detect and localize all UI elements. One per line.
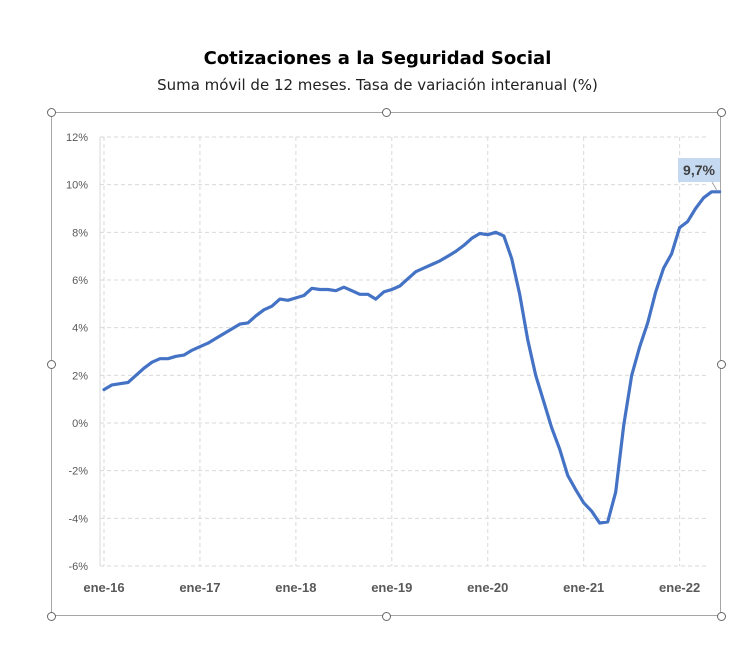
resize-handle-bottom-right[interactable]	[717, 612, 726, 621]
x-tick-label: ene-22	[659, 580, 700, 595]
resize-handle-bottom-center[interactable]	[382, 612, 391, 621]
annotation-label: 9,7%	[683, 162, 715, 178]
x-tick-label: ene-19	[371, 580, 412, 595]
y-tick-label: 2%	[72, 370, 88, 382]
y-tick-label: 6%	[72, 275, 88, 287]
series-line	[102, 190, 722, 525]
x-tick-label: ene-17	[179, 580, 220, 595]
y-tick-label: 0%	[72, 418, 88, 430]
x-tick-label: ene-21	[563, 580, 604, 595]
y-tick-label: 10%	[66, 180, 88, 192]
resize-handle-middle-right[interactable]	[717, 360, 726, 369]
annotation-box	[678, 158, 720, 182]
resize-handle-top-center[interactable]	[382, 108, 391, 117]
x-tick-label: ene-20	[467, 580, 508, 595]
resize-handle-middle-left[interactable]	[47, 360, 56, 369]
resize-handle-top-left[interactable]	[47, 108, 56, 117]
y-tick-label: -4%	[68, 513, 88, 525]
y-tick-label: 12%	[66, 132, 88, 144]
resize-handle-top-right[interactable]	[717, 108, 726, 117]
y-tick-label: 4%	[72, 323, 88, 335]
chart-subtitle: Suma móvil de 12 meses. Tasa de variació…	[157, 76, 598, 94]
resize-handle-bottom-left[interactable]	[47, 612, 56, 621]
chart-title: Cotizaciones a la Seguridad Social	[203, 48, 552, 69]
x-tick-label: ene-16	[83, 580, 124, 595]
y-tick-label: 8%	[72, 227, 88, 239]
y-tick-label: -6%	[68, 561, 88, 573]
annotation-leader-line	[711, 181, 718, 191]
x-tick-label: ene-18	[275, 580, 316, 595]
y-tick-label: -2%	[68, 466, 88, 478]
